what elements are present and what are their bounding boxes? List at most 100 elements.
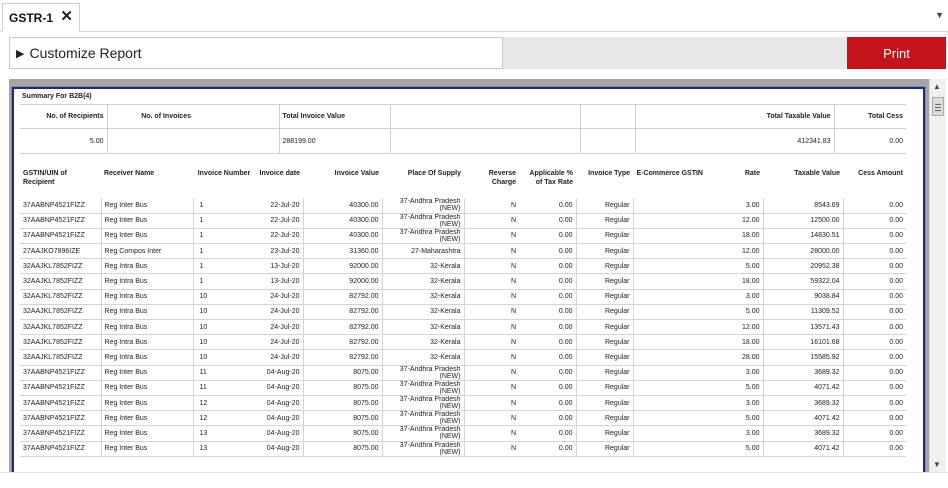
table-row: 27AAJKO7896IZE Reg Compos Inter 1 23-Jul-20… <box>20 243 906 260</box>
cell-place-of-supply: 37-Andhra Pradesh (NEW) <box>382 213 465 229</box>
cell-reverse-charge: N <box>464 289 519 305</box>
cell-cess-amount: 0.00 <box>843 380 906 396</box>
summary-header-spacer-1 <box>194 104 280 129</box>
cell-invoice-date: 23-Jul-20 <box>255 243 304 260</box>
scroll-down-icon[interactable]: ▼ <box>933 460 941 469</box>
cell-ecommerce-gstin <box>633 395 706 412</box>
tab-label: GSTR-1 <box>9 10 54 25</box>
cell-invoice-date: 04-Aug-20 <box>255 425 304 442</box>
cell-applicable-tax-rate: 0.00 <box>519 349 577 366</box>
invoice-detail-table: GSTIN/UIN of Recipient Receiver Name Inv… <box>20 165 906 457</box>
customize-report-toggle[interactable]: ▶ Customize Report <box>9 37 503 69</box>
cell-rate: 3.00 <box>706 365 764 381</box>
cell-invoice-date: 24-Jul-20 <box>255 304 304 321</box>
cell-receiver-name: Reg Compos Inter <box>101 243 194 260</box>
cell-place-of-supply: 37-Andhra Pradesh (NEW) <box>382 410 465 427</box>
cell-cess-amount: 0.00 <box>843 258 906 275</box>
cell-reverse-charge: N <box>464 213 519 229</box>
cell-invoice-date: 04-Aug-20 <box>255 410 304 427</box>
cell-invoice-date: 13-Jul-20 <box>255 258 304 275</box>
cell-invoice-date: 13-Jul-20 <box>255 273 304 290</box>
cell-invoice-date: 24-Jul-20 <box>255 334 304 351</box>
cell-invoice-number: 1 <box>193 198 255 214</box>
cell-gstin: 37AABNP4521FIZZ <box>20 410 102 427</box>
summary-header-recipients: No. of Recipients <box>20 104 108 129</box>
cell-place-of-supply: 37-Andhra Pradesh (NEW) <box>382 380 465 396</box>
cell-receiver-name: Reg Inter Bus <box>101 425 194 442</box>
cell-applicable-tax-rate: 0.00 <box>519 380 577 396</box>
cell-invoice-value: 82792.00 <box>303 304 383 321</box>
tab-gstr1[interactable]: GSTR-1 ✕ <box>2 3 80 32</box>
cell-invoice-number: 10 <box>193 349 255 366</box>
cell-invoice-type: Regular <box>576 319 634 336</box>
cell-receiver-name: Reg Intra Bus <box>101 349 194 366</box>
summary-value-spacer-3 <box>580 128 636 154</box>
cell-taxable-value: 14830.51 <box>763 228 844 245</box>
cell-receiver-name: Reg Intra Bus <box>101 258 194 275</box>
cell-invoice-type: Regular <box>576 410 634 427</box>
cell-ecommerce-gstin <box>633 304 706 321</box>
cell-place-of-supply: 37-Andhra Pradesh (NEW) <box>382 441 465 457</box>
summary-header-invoices: No. of Invoices <box>107 104 194 129</box>
toolbar-spacer <box>503 37 847 69</box>
cell-cess-amount: 0.00 <box>843 334 906 351</box>
cell-receiver-name: Reg Intra Bus <box>101 334 194 351</box>
cell-taxable-value: 12500.00 <box>763 213 844 229</box>
cell-invoice-type: Regular <box>576 228 634 245</box>
summary-value-invoices: 11 <box>107 128 194 154</box>
cell-ecommerce-gstin <box>633 228 706 245</box>
cell-applicable-tax-rate: 0.00 <box>519 319 577 336</box>
cell-invoice-value: 82792.00 <box>303 349 383 366</box>
cell-receiver-name: Reg Inter Bus <box>101 441 194 457</box>
detail-header-invoice-type: Invoice Type <box>588 170 630 177</box>
cell-invoice-number: 10 <box>193 289 255 305</box>
cell-place-of-supply: 32-Kerala <box>382 258 465 275</box>
cell-taxable-value: 3689.32 <box>763 425 844 442</box>
print-button[interactable]: Print <box>847 37 946 69</box>
cell-ecommerce-gstin <box>633 380 706 396</box>
cell-ecommerce-gstin <box>633 441 706 457</box>
cell-invoice-date: 04-Aug-20 <box>255 365 304 381</box>
cell-reverse-charge: N <box>464 228 519 245</box>
cell-cess-amount: 0.00 <box>843 441 906 457</box>
cell-taxable-value: 20952.38 <box>763 258 844 275</box>
cell-cess-amount: 0.00 <box>843 273 906 290</box>
table-row: 37AABNP4521FIZZ Reg Inter Bus 12 04-Aug-20 8… <box>20 395 906 412</box>
cell-taxable-value: 4071.42 <box>763 441 844 457</box>
cell-rate: 12.00 <box>706 319 764 336</box>
table-row: 37AABNP4521FIZZ Reg Inter Bus 1 22-Jul-20 40… <box>20 228 906 245</box>
cell-reverse-charge: N <box>464 380 519 396</box>
cell-reverse-charge: N <box>464 441 519 457</box>
cell-rate: 3.00 <box>706 395 764 412</box>
vertical-scrollbar[interactable]: ▲ ▼ <box>929 79 946 472</box>
table-row: 37AABNP4521FIZZ Reg Inter Bus 13 04-Aug-20 8… <box>20 441 906 457</box>
table-row: 32AAJKL7852FIZZ Reg Intra Bus 10 24-Jul-20 8… <box>20 334 906 351</box>
cell-invoice-value: 82792.00 <box>303 334 383 351</box>
cell-applicable-tax-rate: 0.00 <box>519 228 577 245</box>
cell-receiver-name: Reg Inter Bus <box>101 395 194 412</box>
report-viewport[interactable]: Summary For B2B(4) No. of Recipients No.… <box>9 79 929 472</box>
cell-cess-amount: 0.00 <box>843 213 906 229</box>
cell-invoice-date: 22-Jul-20 <box>255 198 304 214</box>
cell-invoice-number: 12 <box>193 395 255 412</box>
cell-invoice-value: 8075.00 <box>303 425 383 442</box>
cell-cess-amount: 0.00 <box>843 304 906 321</box>
cell-ecommerce-gstin <box>633 334 706 351</box>
cell-taxable-value: 16101.68 <box>763 334 844 351</box>
cell-invoice-number: 12 <box>193 410 255 427</box>
chevron-down-icon[interactable]: ▼ <box>935 10 944 20</box>
cell-invoice-value: 8075.00 <box>303 395 383 412</box>
scrollbar-thumb[interactable] <box>932 97 944 116</box>
cell-taxable-value: 3689.32 <box>763 365 844 381</box>
cell-place-of-supply: 37-Andhra Pradesh (NEW) <box>382 198 465 214</box>
cell-taxable-value: 28000.00 <box>763 243 844 260</box>
close-icon[interactable]: ✕ <box>60 8 73 25</box>
cell-place-of-supply: 37-Andhra Pradesh (NEW) <box>382 425 465 442</box>
cell-invoice-number: 1 <box>193 228 255 245</box>
scroll-up-icon[interactable]: ▲ <box>933 82 941 91</box>
cell-cess-amount: 0.00 <box>843 425 906 442</box>
cell-place-of-supply: 32-Kerala <box>382 334 465 351</box>
cell-reverse-charge: N <box>464 319 519 336</box>
cell-gstin: 32AAJKL7852FIZZ <box>20 334 102 351</box>
cell-invoice-number: 1 <box>193 213 255 229</box>
